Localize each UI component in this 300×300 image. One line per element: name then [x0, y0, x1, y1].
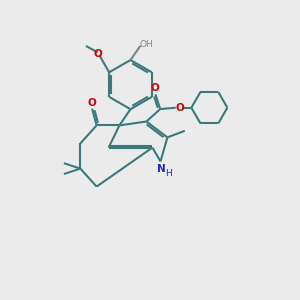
Text: H: H: [166, 169, 172, 178]
Text: O: O: [88, 98, 97, 108]
Text: OH: OH: [139, 40, 153, 49]
Text: N: N: [157, 164, 166, 174]
Text: O: O: [150, 83, 159, 93]
Text: O: O: [175, 103, 184, 113]
Text: O: O: [94, 49, 103, 59]
